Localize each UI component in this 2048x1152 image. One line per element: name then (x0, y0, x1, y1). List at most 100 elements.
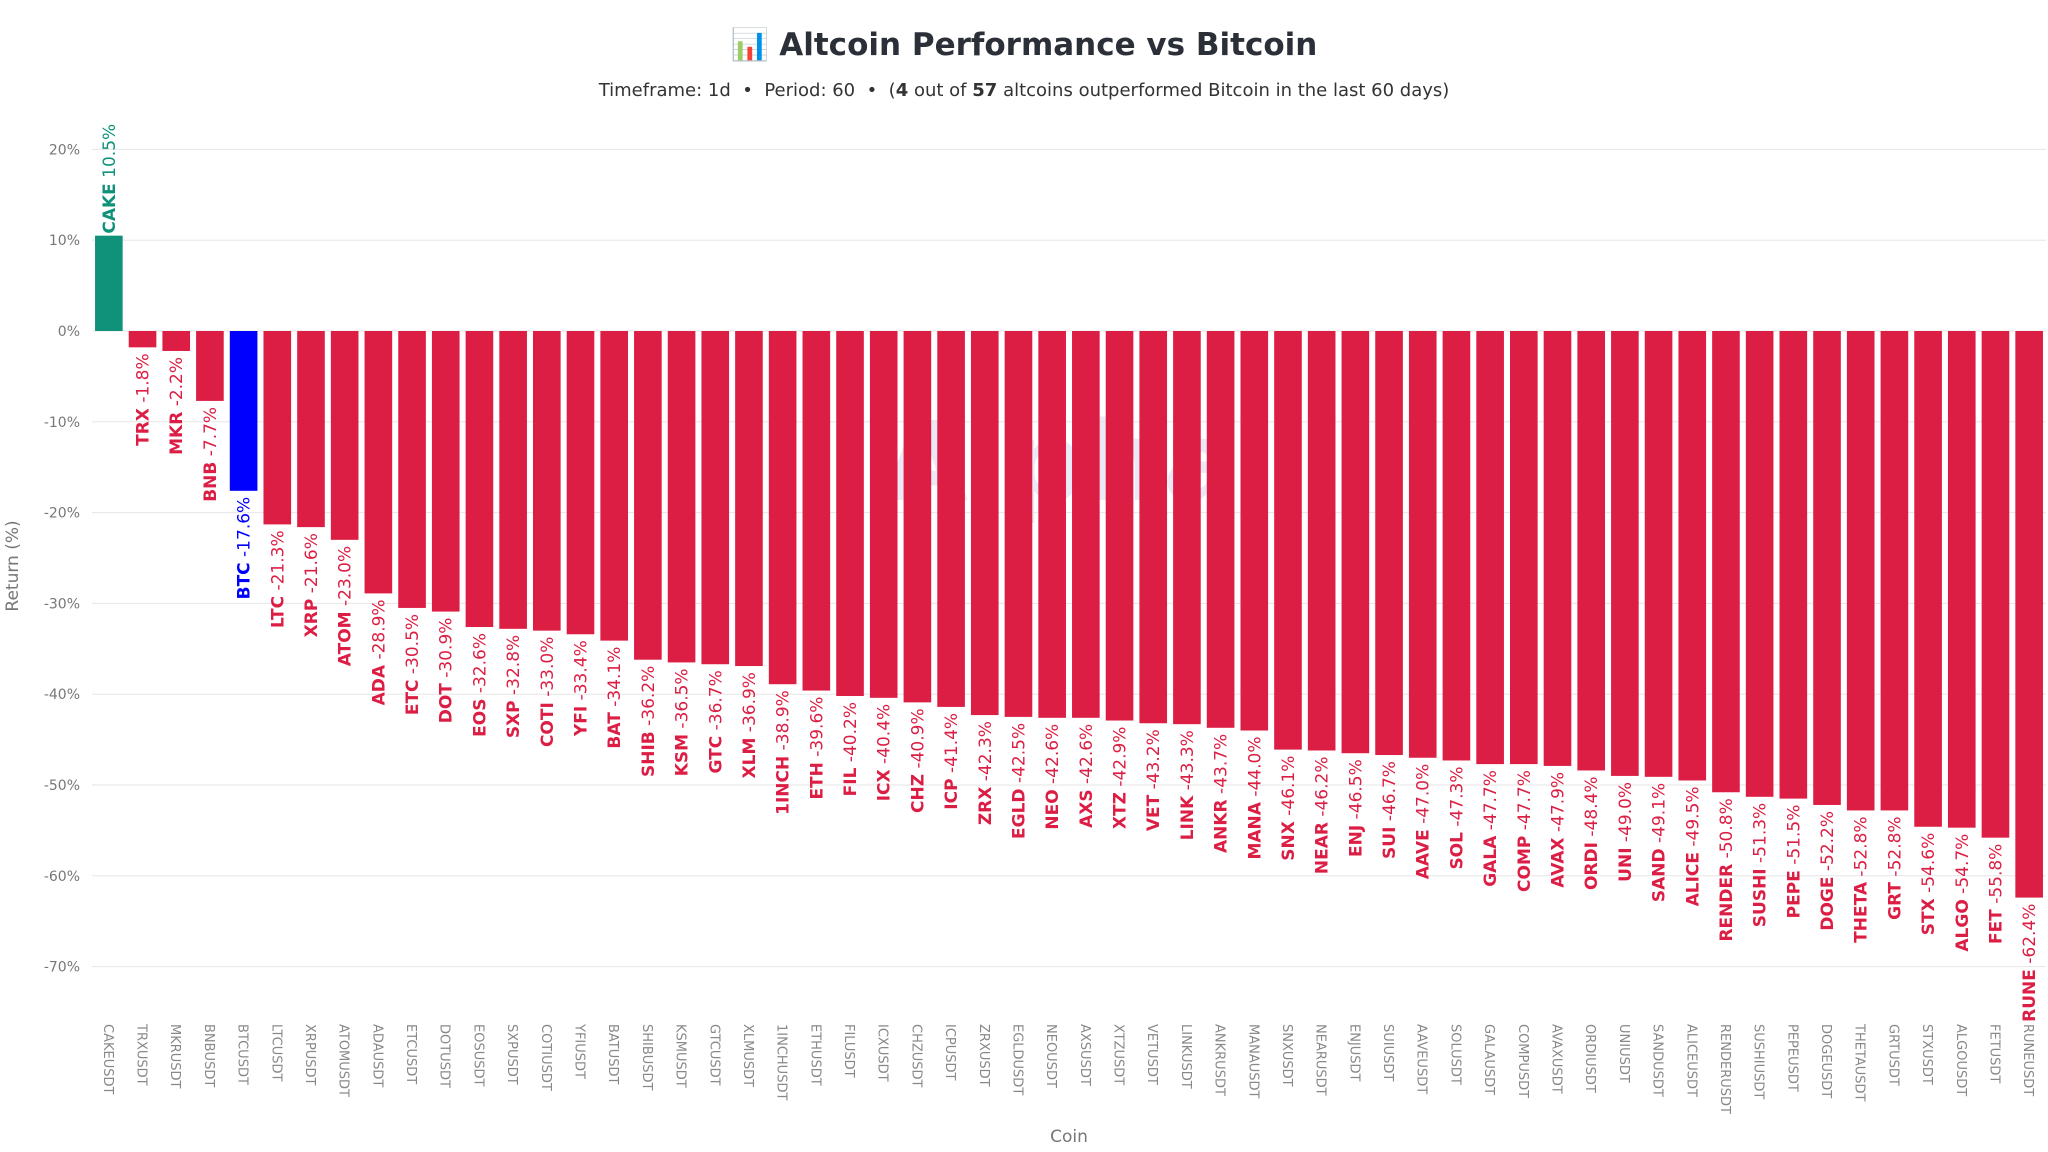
x-tick-label: AAVEUSDT (1414, 1024, 1429, 1094)
x-tick-label: DOTUSDT (437, 1024, 452, 1088)
bar-value: -33.4% (572, 640, 592, 706)
x-tick-label: ALICEUSDT (1683, 1024, 1698, 1097)
x-tick-label: SHIBUSDT (639, 1024, 654, 1091)
bar-sand (1644, 331, 1673, 777)
x-tick-label: SUIUSDT (1380, 1024, 1395, 1081)
bar-egld (1004, 331, 1033, 717)
bar-value: -40.4% (875, 704, 895, 770)
bar-value: -47.7% (1481, 770, 1501, 836)
bar-value-labels: CAKE 10.5% TRX -1.8% MKR -2.2% BNB -7.7% BTC… (100, 124, 2040, 1022)
bar-mkr (162, 331, 191, 351)
bar-value-label: GTC -36.7% (706, 670, 726, 773)
bar-symbol: CAKE (100, 183, 120, 233)
bar-value-label: DOT -30.9% (437, 618, 457, 724)
bar-value: -42.6% (1077, 724, 1097, 790)
bar-value-label: ORDI -48.4% (1582, 776, 1602, 890)
x-tick-label: ETHUSDT (807, 1024, 822, 1086)
x-tick-label: PEPEUSDT (1784, 1024, 1799, 1092)
bar-symbol: UNI (1616, 847, 1636, 881)
bar-symbol: ALICE (1683, 852, 1703, 906)
bar-value: -46.1% (1279, 756, 1299, 822)
bar-symbol: ENJ (1346, 825, 1366, 857)
y-tick-label: -50% (44, 778, 80, 794)
bar-aave (1408, 331, 1437, 758)
bar-value-label: AAVE -47.0% (1414, 764, 1434, 879)
bar-value: -36.7% (706, 670, 726, 736)
x-tick-label: ICXUSDT (875, 1024, 890, 1082)
subtitle-out-of: out of (913, 80, 967, 101)
bar-value-label: BTC -17.6% (235, 497, 255, 600)
x-tick-label: SNXUSDT (1279, 1024, 1294, 1087)
bar-value-label: COTI -33.0% (538, 637, 558, 747)
x-tick-label: FILUSDT (841, 1024, 856, 1078)
bar-symbol: ICP (942, 778, 962, 809)
subtitle-separator-2: • (866, 80, 878, 101)
bars (95, 235, 2043, 898)
bar-theta (1846, 331, 1875, 811)
bar-value-label: UNI -49.0% (1616, 782, 1636, 882)
bar-value-label: XTZ -42.9% (1111, 727, 1131, 830)
bar-symbol: XTZ (1111, 792, 1131, 829)
bar-xlm (735, 331, 763, 667)
subtitle-separator-1: • (742, 80, 753, 101)
bar-symbol: SAND (1650, 848, 1670, 902)
x-tick-label: XRPUSDT (302, 1024, 317, 1086)
bar-value-label: AVAX -47.9% (1549, 772, 1569, 888)
bar-value-label: ANKR -43.7% (1212, 734, 1232, 853)
x-tick-label: SXPUSDT (504, 1024, 519, 1085)
bar-value-label: XLM -36.9% (740, 672, 760, 778)
y-tick-label: -30% (44, 596, 80, 612)
bar-symbol: SOL (1447, 832, 1467, 870)
x-tick-labels: CAKEUSDT TRXUSDT MKRUSDT BNBUSDT BTCUSDT LTCU… (100, 1023, 2035, 1114)
bar-value-label: YFI -33.4% (572, 640, 592, 737)
bar-value: -49.1% (1650, 783, 1670, 849)
bar-value-label: GALA -47.7% (1481, 770, 1501, 887)
bar-avax (1543, 331, 1572, 766)
bar-value: -44.0% (1245, 737, 1265, 803)
bar-value: -43.7% (1212, 734, 1232, 800)
y-tick-label: -40% (44, 687, 80, 703)
bar-value: -48.4% (1582, 776, 1602, 842)
bar-sushi (1745, 331, 1774, 797)
bar-value-label: THETA -52.8% (1852, 816, 1872, 942)
bar-symbol: LINK (1178, 795, 1198, 840)
bar-value-label: COMP -47.7% (1515, 770, 1535, 892)
bar-value: -55.8% (1986, 844, 2006, 910)
bar-value: -42.9% (1111, 727, 1131, 793)
bar-snx (1274, 331, 1302, 750)
bar-value: -49.5% (1683, 786, 1703, 852)
bar-eth (802, 331, 831, 691)
subtitle-outperform-count: 4 (895, 80, 909, 101)
bar-render (1712, 331, 1740, 793)
bar-comp (1509, 331, 1538, 765)
bar-value: -43.3% (1178, 730, 1198, 796)
bar-fil (836, 331, 864, 697)
bar-symbol: AXS (1077, 789, 1097, 828)
bar-symbol: AVAX (1549, 837, 1569, 887)
bar-symbol: ETC (403, 679, 423, 715)
bar-value-label: GRT -52.8% (1885, 816, 1905, 919)
bar-value-label: ALGO -54.7% (1953, 834, 1973, 952)
x-tick-label: EGLDUSDT (1009, 1024, 1024, 1095)
bar-symbol: MKR (167, 412, 187, 455)
bar-value-label: ENJ -46.5% (1346, 759, 1366, 857)
x-tick-label: UNIUSDT (1616, 1024, 1631, 1083)
bar-value-label: ZRX -42.3% (976, 721, 996, 825)
bar-symbol: FIL (841, 767, 861, 796)
bar-value-label: ETH -39.6% (807, 697, 827, 800)
x-tick-label: 1INCHUSDT (774, 1024, 789, 1100)
bar-symbol: ZRX (976, 787, 996, 826)
bar-mana (1240, 331, 1269, 731)
bar-value-label: AXS -42.6% (1077, 724, 1097, 828)
x-tick-label: ATOMUSDT (336, 1024, 351, 1097)
bar-value: -23.0% (336, 546, 356, 612)
bar-value-label: EGLD -42.5% (1009, 723, 1029, 839)
bar-value: -21.3% (268, 530, 288, 596)
bar-sol (1442, 331, 1471, 761)
bar-neo (1038, 331, 1066, 718)
bar-sui (1375, 331, 1403, 756)
x-tick-label: XLMUSDT (740, 1024, 755, 1087)
bar-fet (1981, 331, 2010, 838)
x-tick-label: YFIUSDT (572, 1023, 587, 1079)
